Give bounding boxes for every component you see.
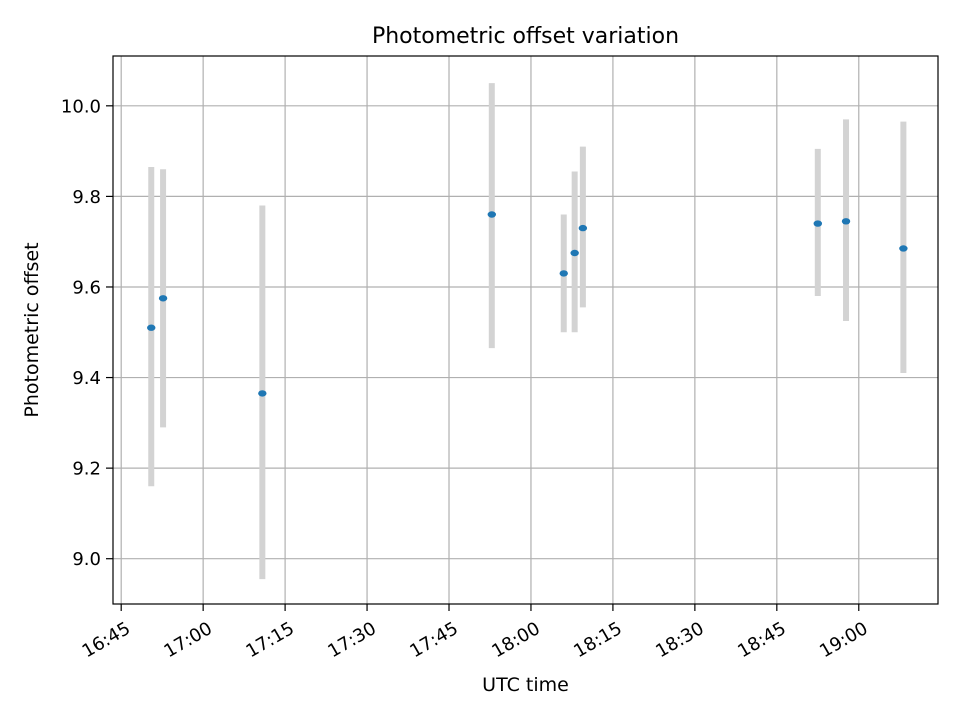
x-tick-label: 17:45 — [406, 618, 461, 662]
data-point — [899, 245, 908, 252]
x-tick-label: 19:00 — [816, 618, 871, 662]
data-point — [578, 224, 588, 232]
y-axis-label: Photometric offset — [21, 242, 43, 417]
data-point — [147, 324, 156, 331]
y-tick-label: 9.6 — [72, 277, 101, 298]
x-tick-label: 18:30 — [652, 618, 707, 662]
x-tick-label: 17:00 — [161, 618, 216, 662]
data-point — [570, 249, 579, 257]
x-axis-label: UTC time — [482, 674, 569, 696]
x-tick-label: 17:30 — [324, 618, 379, 662]
data-point — [487, 211, 497, 218]
data-point — [813, 220, 823, 227]
data-point — [559, 270, 568, 277]
data-points — [147, 211, 908, 397]
y-tick-label: 9.0 — [72, 549, 101, 570]
grid-lines — [113, 56, 938, 604]
x-tick-label: 18:15 — [570, 618, 625, 662]
y-tick-label: 10.0 — [61, 96, 101, 117]
data-point — [158, 295, 168, 302]
y-tick-label: 9.4 — [72, 368, 101, 389]
x-tick-label: 18:00 — [488, 618, 543, 662]
data-point — [258, 390, 267, 397]
y-tick-label: 9.8 — [72, 187, 101, 208]
x-tick-label: 18:45 — [734, 618, 789, 662]
error-bars — [148, 83, 907, 580]
x-tick-label: 17:15 — [242, 618, 297, 662]
x-axis-ticks: 16:45 17:00 17:15 17:30 17:45 18:00 18:15 18:30… — [79, 604, 872, 662]
x-tick-label: 16:45 — [79, 618, 134, 662]
data-point — [841, 218, 851, 225]
plot-frame — [112, 55, 939, 605]
y-axis-ticks: 9.0 9.2 9.4 9.6 9.8 10.0 — [61, 96, 113, 570]
chart-title: Photometric offset variation — [372, 24, 679, 49]
y-tick-label: 9.2 — [72, 459, 101, 480]
